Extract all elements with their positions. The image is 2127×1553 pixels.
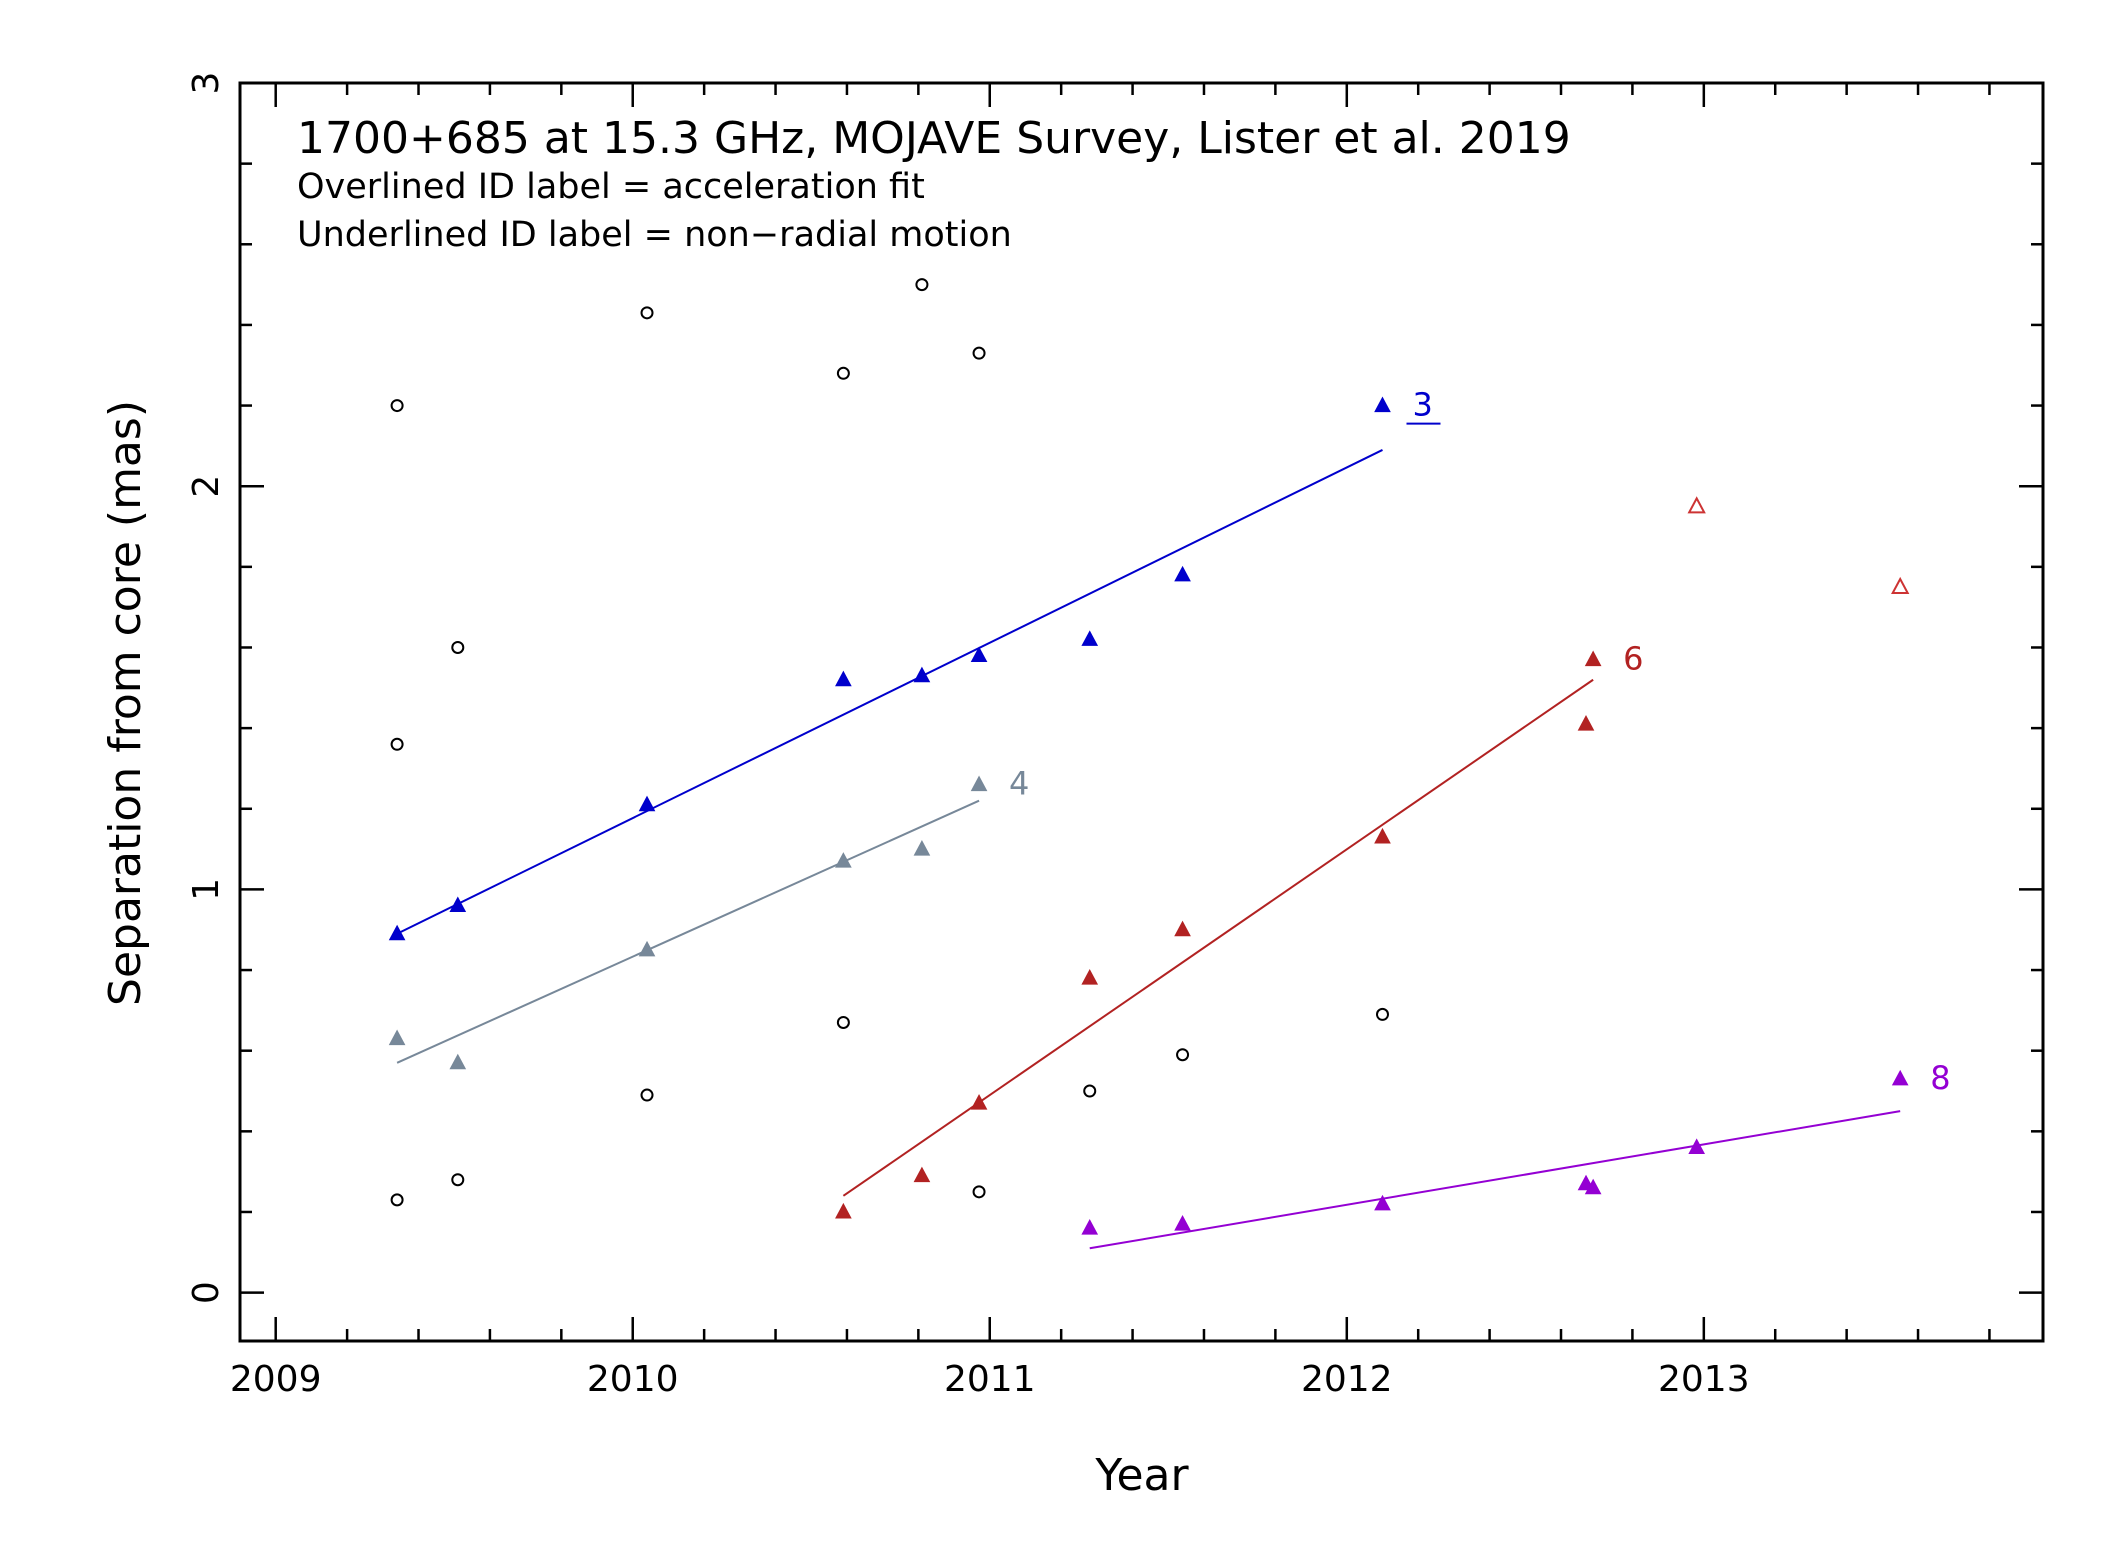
marker-unidentified: [915, 278, 929, 292]
marker-series-8: [1891, 1069, 1909, 1086]
marker-series-4: [913, 840, 931, 856]
x-axis-title: Year: [1094, 1450, 1189, 1501]
series-label-3: 3: [1412, 386, 1432, 424]
y-tick-label: 0: [186, 1281, 227, 1304]
marker-series-4: [638, 940, 656, 957]
marker-series-6: [1374, 827, 1391, 844]
marker-excluded: [1687, 496, 1706, 514]
marker-series-4: [388, 1029, 406, 1046]
chart-title: 1700+685 at 15.3 GHz, MOJAVE Survey, Lis…: [297, 113, 1571, 164]
marker-unidentified: [390, 737, 404, 751]
plot-frame: [238, 81, 2045, 1343]
marker-series-6: [970, 1094, 988, 1110]
y-tick-label: 3: [186, 72, 227, 95]
marker-series-8: [1174, 1215, 1191, 1231]
x-tick-label: 2013: [1658, 1359, 1750, 1400]
data-markers: [388, 278, 1910, 1235]
chart-note-overline: Overlined ID label = acceleration fit: [297, 167, 925, 207]
fit-line-6: [842, 678, 1594, 1197]
marker-unidentified: [640, 306, 654, 320]
marker-series-3: [970, 646, 988, 663]
marker-series-6: [1081, 969, 1099, 985]
marker-series-3: [638, 795, 656, 812]
series-label-4: 4: [1009, 765, 1029, 803]
fit-lines: [396, 449, 1901, 1250]
fit-line-3: [396, 449, 1383, 935]
chart-text: 1700+685 at 15.3 GHz, MOJAVE Survey, Lis…: [100, 113, 1571, 1501]
marker-unidentified: [836, 366, 850, 380]
marker-series-4: [449, 1053, 467, 1070]
marker-unidentified: [390, 399, 404, 413]
x-tick-label: 2011: [944, 1359, 1036, 1400]
marker-excluded: [1891, 576, 1910, 595]
marker-unidentified: [1083, 1084, 1097, 1098]
y-tick-label: 1: [186, 878, 227, 901]
marker-unidentified: [1375, 1007, 1389, 1021]
marker-series-6: [1577, 715, 1595, 731]
marker-series-3: [913, 666, 931, 683]
axes: 2009 2010 2011 2012 2013 0 1 2 3: [186, 72, 2045, 1400]
marker-series-6: [1174, 920, 1191, 937]
fit-line-4: [396, 799, 980, 1064]
x-tick-label: 2009: [230, 1359, 322, 1400]
marker-series-3: [835, 670, 852, 687]
marker-unidentified: [451, 1173, 465, 1187]
marker-series-8: [1081, 1219, 1099, 1235]
marker-series-8: [1584, 1178, 1602, 1195]
x-tick-label: 2012: [1301, 1359, 1393, 1400]
marker-unidentified: [972, 346, 986, 360]
marker-unidentified: [390, 1193, 404, 1207]
marker-series-3: [449, 896, 467, 913]
marker-unidentified: [972, 1185, 986, 1199]
marker-series-6: [835, 1202, 852, 1219]
marker-unidentified: [451, 640, 465, 654]
marker-unidentified: [640, 1088, 654, 1102]
series-label-8: 8: [1930, 1059, 1950, 1097]
y-tick-label: 2: [186, 475, 227, 498]
x-tick-label: 2010: [587, 1359, 679, 1400]
series-labels: 3 4 6 8: [1009, 386, 1950, 1097]
marker-series-3: [1174, 565, 1191, 582]
marker-unidentified: [836, 1015, 850, 1029]
chart-note-underline: Underlined ID label = non−radial motion: [297, 215, 1012, 255]
fit-line-8: [1089, 1110, 1901, 1250]
marker-series-6: [913, 1166, 931, 1183]
marker-series-6: [1584, 650, 1602, 667]
marker-series-3: [1081, 630, 1099, 646]
marker-series-8: [1688, 1138, 1706, 1154]
marker-unidentified: [1176, 1048, 1190, 1062]
marker-series-4: [970, 775, 988, 792]
marker-series-4: [835, 852, 852, 868]
y-axis-title: Separation from core (mas): [100, 400, 151, 1006]
marker-series-3: [388, 924, 406, 941]
series-label-6: 6: [1623, 640, 1643, 678]
marker-series-8: [1374, 1194, 1391, 1211]
marker-series-3: [1374, 396, 1391, 413]
